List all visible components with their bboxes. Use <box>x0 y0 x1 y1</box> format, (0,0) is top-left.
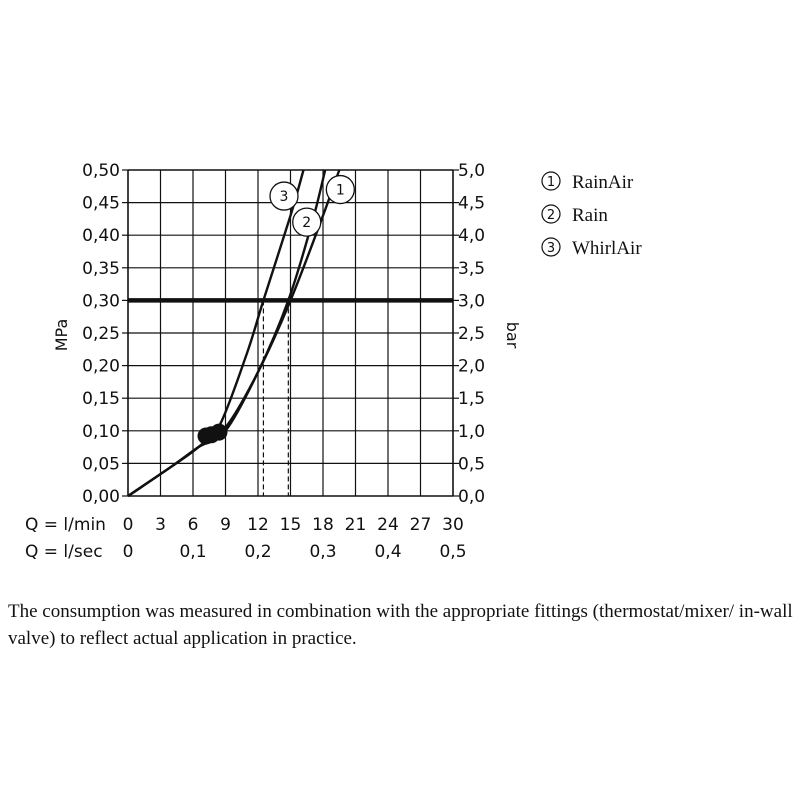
y-left-tick-label: 0,00 <box>82 487 120 507</box>
dashed-drop-lines <box>262 300 289 496</box>
legend-number-circle <box>541 204 561 224</box>
y-right-tick-label: 2,5 <box>458 324 485 344</box>
legend-number: 3 <box>547 241 555 256</box>
y-left-tick-label: 0,45 <box>82 194 120 214</box>
y-left-tick-label: 0,30 <box>82 291 120 311</box>
y-right-axis-title: bar <box>503 322 522 349</box>
series-line-whirlair <box>127 169 305 497</box>
y-left-tick-label: 0,50 <box>82 161 120 181</box>
x-tick-label: 21 <box>345 515 367 535</box>
y-left-axis-title: MPa <box>52 319 71 352</box>
curve-label-number: 3 <box>280 189 289 205</box>
x-tick-label: 0,5 <box>439 542 466 562</box>
x-tick-label: 3 <box>155 515 166 535</box>
y-left-tick-label: 0,20 <box>82 357 120 377</box>
curve-label-circle <box>325 174 355 205</box>
y-left-tick-label: 0,35 <box>82 259 120 279</box>
y-right-tick-label: 3,5 <box>458 259 485 279</box>
y-left-tick-label: 0,40 <box>82 226 120 246</box>
y-right-tick-label: 1,5 <box>458 389 485 409</box>
x-tick-label: 0,1 <box>179 542 206 562</box>
y-right-tick-label: 3,0 <box>458 291 485 311</box>
legend-number: 2 <box>547 208 555 223</box>
y-right-tick-label: 0,0 <box>458 487 485 507</box>
x-tick-label: 27 <box>410 515 432 535</box>
y-left-tick-label: 0,10 <box>82 422 120 442</box>
y-left-tick-label: 0,25 <box>82 324 120 344</box>
curve-label-circle <box>269 181 299 211</box>
caption-text: The consumption was measured in combinat… <box>8 601 793 649</box>
curve-label-number: 2 <box>302 215 311 231</box>
legend-number-circle <box>541 237 561 257</box>
y-left-tick-labels: 0,00 0,05 0,10 0,15 0,20 0,25 0,30 0,35 0,40 0,45… <box>82 161 128 507</box>
y-right-tick-label: 4,5 <box>458 194 485 214</box>
legend: 1 RainAir 2 Rain 3 WhirlAir <box>541 171 642 259</box>
legend-number-circle <box>541 171 561 191</box>
y-right-tick-label: 5,0 <box>458 161 485 181</box>
legend-label: WhirlAir <box>572 238 642 259</box>
curve-number-labels: 32 1 <box>269 174 355 237</box>
x-row-label: Q = l/min <box>25 515 106 535</box>
y-right-tick-label: 2,0 <box>458 357 485 377</box>
y-right-tick-label: 4,0 <box>458 226 485 246</box>
operating-point <box>202 426 220 444</box>
x-tick-label: 18 <box>312 515 334 535</box>
x-tick-label: 12 <box>247 515 269 535</box>
legend-label: RainAir <box>572 172 634 193</box>
legend-number: 1 <box>547 175 555 190</box>
x-tick-label: 15 <box>280 515 302 535</box>
x-row-label: Q = l/sec <box>25 542 103 562</box>
x-tick-label: 0,4 <box>374 542 401 562</box>
y-left-tick-label: 0,15 <box>82 389 120 409</box>
flow-pressure-chart: 321 0,000,050,100,150,200,250,300,350,40… <box>25 161 642 562</box>
legend-label: Rain <box>572 205 608 226</box>
operating-points <box>197 423 228 445</box>
curve-label-circle <box>292 207 322 237</box>
y-right-tick-label: 1,0 <box>458 422 485 442</box>
x-tick-label: 24 <box>377 515 399 535</box>
x-tick-label: 9 <box>220 515 231 535</box>
x-tick-label: 0 <box>123 542 134 562</box>
y-right-tick-labels: 0,0 0,5 1,0 1,5 2,0 2,5 3,0 3,5 4,0 4,5 5,0 <box>453 161 485 507</box>
y-left-tick-label: 0,05 <box>82 454 120 474</box>
x-tick-label: 0,2 <box>244 542 271 562</box>
curve-label-number: 1 <box>336 183 345 199</box>
x-tick-label: 0 <box>123 515 134 535</box>
x-tick-label: 0,3 <box>309 542 336 562</box>
x-axis-rows: Q = l/min 0 3 6 9 12 15 18 21 24 27 30 Q = l/sec 0 0,1… <box>25 515 467 562</box>
x-tick-label: 6 <box>188 515 199 535</box>
x-tick-label: 30 <box>442 515 464 535</box>
y-right-tick-label: 0,5 <box>458 454 485 474</box>
